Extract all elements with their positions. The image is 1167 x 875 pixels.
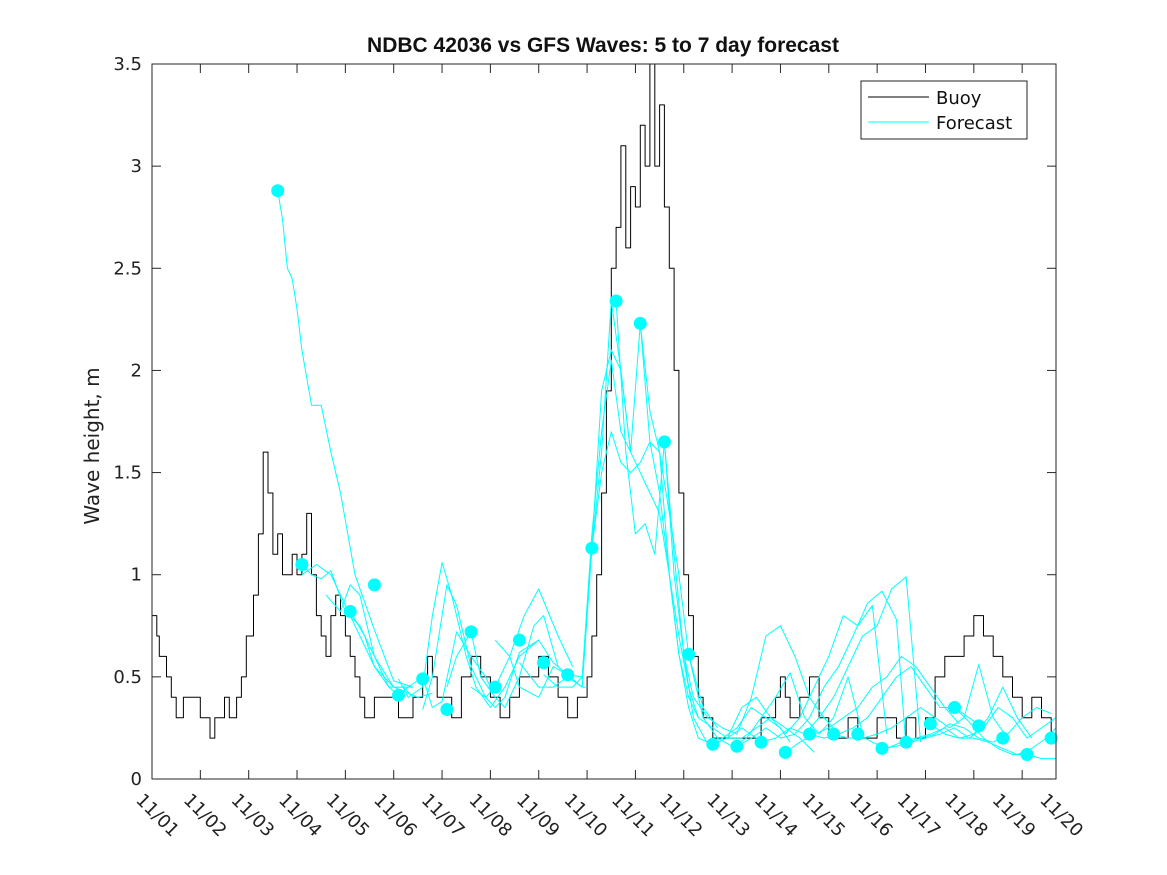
forecast-line-7 <box>422 584 574 710</box>
y-tick-label: 0.5 <box>113 667 142 688</box>
forecast-line-8 <box>446 615 569 708</box>
x-tick-label: 11/05 <box>322 790 374 842</box>
forecast-line-26 <box>905 707 1052 743</box>
forecast-line-13 <box>591 431 757 739</box>
forecast-start-marker <box>827 727 841 741</box>
y-tick-label: 3.5 <box>113 54 142 75</box>
y-tick-label: 1 <box>131 565 142 586</box>
x-tick-label: 11/16 <box>845 790 897 842</box>
x-tick-label: 11/09 <box>512 790 564 842</box>
forecast-line-28 <box>954 707 1056 760</box>
legend: Buoy Forecast <box>860 80 1028 140</box>
forecast-start-marker <box>948 701 961 714</box>
forecast-line-1 <box>277 190 414 688</box>
legend-label-forecast: Forecast <box>936 113 1012 134</box>
forecast-start-marker <box>730 739 744 753</box>
forecast-start-marker <box>609 294 623 308</box>
forecast-line-10 <box>494 349 632 698</box>
x-tick-label: 11/18 <box>940 790 992 842</box>
forecast-start-marker <box>633 316 647 330</box>
x-tick-label: 11/07 <box>417 790 469 842</box>
forecast-start-marker <box>972 719 986 733</box>
x-tick-label: 11/11 <box>607 790 659 842</box>
forecast-line-18 <box>712 604 888 745</box>
forecast-start-marker <box>996 731 1010 745</box>
y-axis-label: Wave height, m <box>80 367 104 524</box>
forecast-start-marker <box>923 717 937 731</box>
forecast-start-marker <box>1044 731 1058 745</box>
forecast-line-17 <box>688 654 864 747</box>
chart-title: NDBC 42036 vs GFS Waves: 5 to 7 day fore… <box>367 34 839 57</box>
plot-area <box>152 63 1058 761</box>
forecast-start-marker <box>851 727 865 741</box>
forecast-line-27 <box>930 723 1057 755</box>
forecast-line-9 <box>470 639 588 708</box>
y-tick-label: 2 <box>131 360 142 381</box>
x-tick-label: 11/17 <box>893 790 945 842</box>
x-tick-label: 11/04 <box>274 790 326 842</box>
forecast-start-marker <box>367 578 381 592</box>
y-tick-label: 1.5 <box>113 463 142 484</box>
x-tick-label: 11/15 <box>798 790 850 842</box>
forecast-start-marker <box>416 672 430 686</box>
forecast-line-3 <box>301 564 413 688</box>
forecast-line-16 <box>663 441 839 735</box>
legend-box <box>860 80 1028 140</box>
x-tick-label: 11/01 <box>131 790 183 842</box>
forecast-line-12 <box>543 322 719 729</box>
forecast-start-marker <box>440 703 454 716</box>
forecast-line-11 <box>519 300 699 718</box>
forecast-line-20 <box>760 576 922 743</box>
forecast-line-4 <box>325 584 414 698</box>
forecast-start-marker <box>803 727 816 741</box>
x-tick-label: 11/19 <box>988 790 1040 842</box>
forecast-start-marker <box>875 741 889 755</box>
x-tick-label: 11/06 <box>369 790 421 842</box>
x-tick-label: 11/12 <box>655 790 707 842</box>
forecast-start-marker <box>464 625 478 639</box>
x-tick-label: 11/03 <box>227 790 279 842</box>
forecast-start-marker <box>682 647 696 661</box>
y-tick-label: 0 <box>131 769 142 790</box>
forecast-start-marker <box>561 668 575 682</box>
forecast-start-marker <box>271 184 285 198</box>
forecast-start-marker <box>512 633 526 647</box>
y-tick-label: 2.5 <box>113 258 142 279</box>
forecast-line-19 <box>736 590 907 749</box>
forecast-start-marker <box>537 656 551 670</box>
forecast-start-marker <box>657 435 671 449</box>
x-tick-label: 11/08 <box>465 790 517 842</box>
forecast-line-6 <box>398 562 540 708</box>
y-tick-label: 3 <box>131 156 142 177</box>
forecast-start-marker <box>1020 748 1034 761</box>
x-tick-label: 11/02 <box>179 790 231 842</box>
x-tick-label: 11/20 <box>1035 790 1087 842</box>
forecast-line-14 <box>615 300 791 745</box>
forecast-start-marker <box>343 605 357 618</box>
forecast-start-marker <box>754 735 768 749</box>
forecast-start-marker <box>899 735 913 749</box>
legend-label-buoy: Buoy <box>936 88 982 109</box>
forecast-start-marker <box>392 688 405 702</box>
x-tick-label: 11/13 <box>702 790 754 842</box>
forecast-start-marker <box>585 541 599 555</box>
forecast-line-15 <box>639 323 815 753</box>
forecast-start-marker <box>706 737 720 751</box>
forecast-start-marker <box>295 558 309 571</box>
forecast-start-marker <box>488 680 502 694</box>
x-tick-label: 11/10 <box>560 790 612 842</box>
x-tick-label: 11/14 <box>750 790 802 842</box>
plot-frame <box>151 63 1057 780</box>
forecast-start-marker <box>778 745 792 759</box>
buoy-line <box>152 63 1056 739</box>
